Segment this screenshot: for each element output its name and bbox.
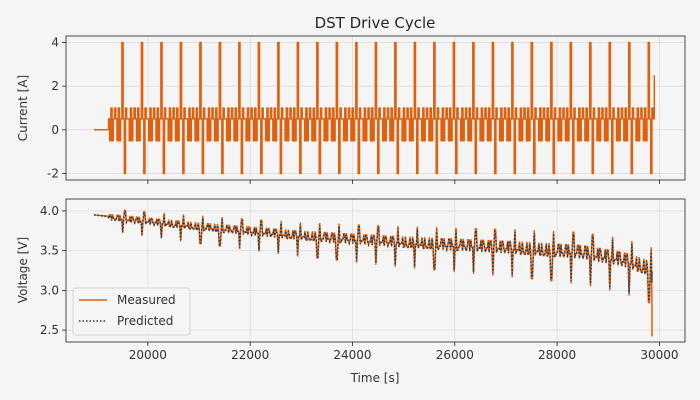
x-tick-label: 28000: [538, 348, 576, 362]
voltage-x-ticks: 20000 22000 24000 26000 28000 30000: [129, 342, 679, 362]
x-axis-label: Time [s]: [350, 371, 400, 385]
y-tick-label: 3.0: [40, 283, 59, 297]
current-panel: -2 0 2 4 Current [A]: [16, 35, 686, 184]
y-tick-label: 3.5: [40, 244, 59, 258]
x-tick-label: 24000: [333, 348, 371, 362]
y-tick-label: 2.5: [40, 323, 59, 337]
x-tick-label: 22000: [231, 348, 269, 362]
voltage-panel: 2.5 3.0 3.5 4.0 20000 22000 24000 26000 28000 30…: [16, 198, 686, 385]
current-x-ticks: [147, 180, 660, 184]
voltage-y-ticks: 2.5 3.0 3.5 4.0: [40, 204, 66, 337]
y-tick-label: 4.0: [40, 204, 59, 218]
y-tick-label: 2: [51, 79, 59, 93]
current-y-axis-label: Current [A]: [16, 75, 30, 141]
legend-measured-label: Measured: [117, 293, 176, 307]
legend-predicted-label: Predicted: [117, 314, 173, 328]
current-y-ticks: -2 0 2 4: [47, 36, 66, 180]
voltage-y-axis-label: Voltage [V]: [16, 237, 30, 303]
chart-title: DST Drive Cycle: [315, 14, 436, 32]
x-tick-label: 20000: [129, 348, 167, 362]
y-tick-label: 0: [51, 123, 59, 137]
predicted-series-line: [94, 210, 653, 302]
current-series-line: [94, 41, 656, 175]
voltage-axes-frame: [65, 198, 686, 343]
current-axes-frame: [65, 35, 686, 181]
y-tick-label: 4: [51, 36, 59, 50]
x-tick-label: 26000: [436, 348, 474, 362]
legend: Measured Predicted: [72, 287, 191, 336]
x-tick-label: 30000: [640, 348, 678, 362]
y-tick-label: -2: [47, 166, 59, 180]
